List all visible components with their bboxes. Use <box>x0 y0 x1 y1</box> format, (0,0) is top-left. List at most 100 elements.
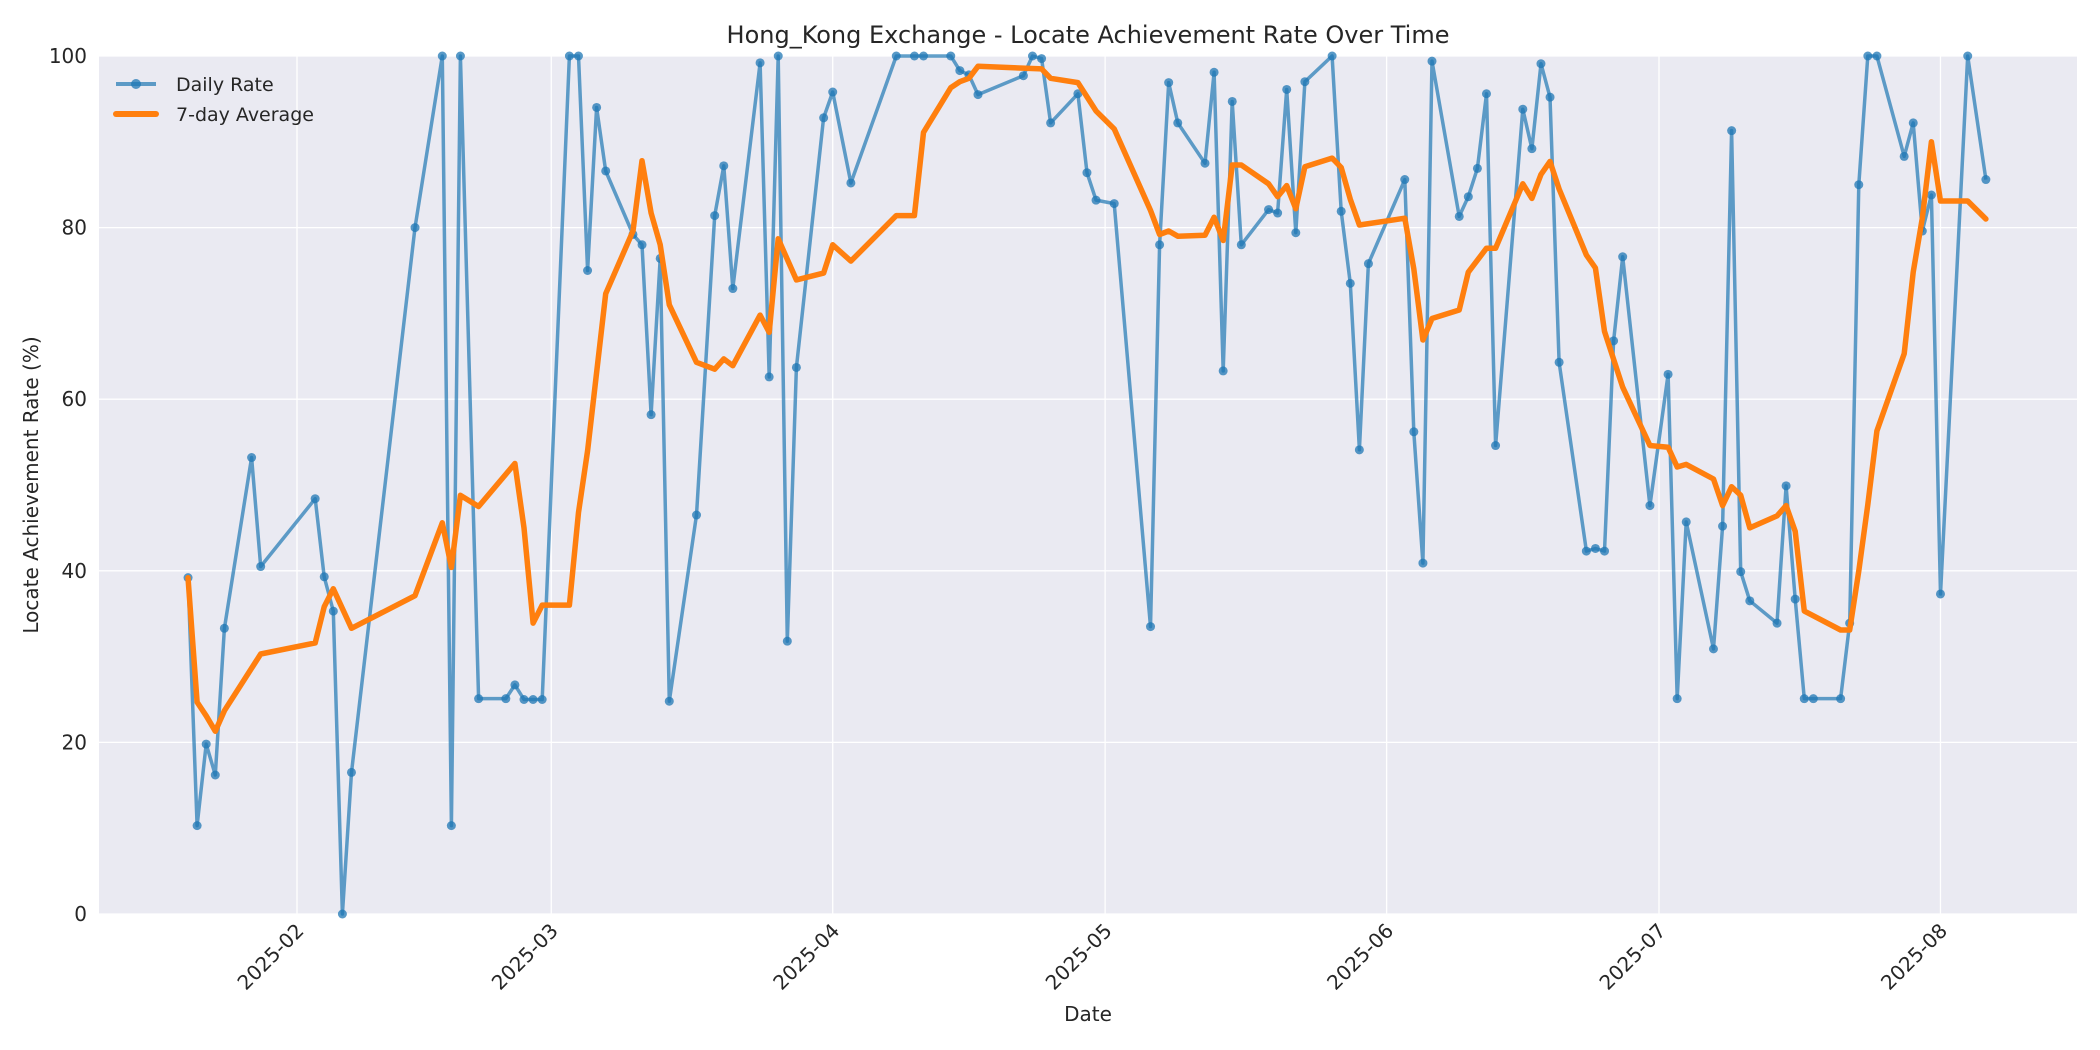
data-point <box>1173 118 1183 128</box>
data-point <box>1409 427 1419 437</box>
data-point <box>719 161 729 171</box>
data-point <box>528 695 538 704</box>
data-point <box>474 694 484 704</box>
data-point <box>319 572 329 582</box>
x-tick-label: 2025-08 <box>1876 919 1952 995</box>
data-point <box>519 695 529 704</box>
x-tick-label: 2025-07 <box>1594 919 1670 995</box>
data-point <box>1336 206 1346 216</box>
data-point <box>891 51 901 61</box>
data-point <box>1046 118 1056 128</box>
data-point <box>1663 369 1673 379</box>
data-point <box>573 51 583 61</box>
data-point <box>1708 644 1718 654</box>
data-point <box>710 211 720 221</box>
data-point <box>1463 192 1473 202</box>
data-point <box>973 90 983 100</box>
data-point <box>601 166 611 176</box>
data-point <box>1935 589 1945 599</box>
data-point <box>1527 144 1537 154</box>
data-point <box>1291 228 1301 238</box>
data-point <box>1155 240 1165 250</box>
data-point <box>1264 205 1274 215</box>
data-point <box>1590 543 1600 553</box>
data-point <box>455 51 465 61</box>
x-axis-ticks: 2025-02 2025-03 2025-04 2025-05 2025-06 2025-… <box>232 919 1952 995</box>
data-point <box>1908 118 1918 128</box>
data-point <box>256 562 266 572</box>
data-point <box>1518 104 1528 114</box>
data-point <box>692 510 702 520</box>
data-point <box>437 51 447 61</box>
data-point <box>1727 126 1737 136</box>
data-point <box>846 178 856 188</box>
data-point <box>328 606 338 616</box>
data-point <box>1018 71 1028 81</box>
data-point <box>1491 441 1501 451</box>
data-point <box>819 113 829 123</box>
data-point <box>1863 51 1873 61</box>
data-point <box>1363 259 1373 269</box>
data-point <box>1808 694 1818 704</box>
data-point <box>1146 622 1156 632</box>
data-point <box>828 87 838 97</box>
y-tick-label: 40 <box>62 559 87 583</box>
data-point <box>1899 151 1909 161</box>
data-point <box>1745 596 1755 606</box>
y-tick-label: 0 <box>74 902 87 926</box>
data-point <box>1164 78 1174 88</box>
data-point <box>1091 195 1101 205</box>
data-point <box>192 821 202 831</box>
data-point <box>646 410 656 420</box>
data-point <box>1672 694 1682 704</box>
data-point <box>1481 89 1491 99</box>
data-point <box>1209 67 1219 77</box>
data-point <box>1354 445 1364 455</box>
legend-daily-rate-label: Daily Rate <box>176 74 274 96</box>
data-point <box>592 102 602 112</box>
data-point <box>1645 501 1655 511</box>
y-axis-label: Locate Achievement Rate (%) <box>19 336 43 633</box>
data-point <box>1963 51 1973 61</box>
data-point <box>247 453 257 463</box>
data-point <box>1799 694 1809 704</box>
data-point <box>1300 77 1310 87</box>
data-point <box>1618 252 1628 262</box>
data-point <box>1581 546 1591 556</box>
seven-day-average-line <box>185 63 1989 734</box>
data-point <box>564 51 574 61</box>
legend-daily-rate-marker <box>131 79 141 89</box>
data-point <box>1545 92 1555 102</box>
data-point <box>764 372 774 382</box>
data-point <box>1854 180 1864 190</box>
data-point <box>1227 96 1237 106</box>
data-point <box>919 51 929 61</box>
data-point <box>1218 366 1228 376</box>
data-point <box>1981 175 1991 185</box>
data-point <box>1472 163 1482 173</box>
data-point <box>201 739 211 749</box>
data-point <box>510 680 520 690</box>
data-point <box>728 284 738 294</box>
data-point <box>1200 158 1210 168</box>
chart-title: Hong_Kong Exchange - Locate Achievement … <box>727 21 1450 49</box>
data-point <box>1554 357 1564 367</box>
gridlines <box>99 55 2077 915</box>
y-axis-ticks: 0 20 40 60 80 100 <box>49 44 87 926</box>
data-point <box>909 51 919 61</box>
data-point <box>1082 168 1092 178</box>
data-point <box>210 770 220 780</box>
x-tick-label: 2025-03 <box>487 919 563 995</box>
data-point <box>1872 51 1882 61</box>
data-point <box>1536 59 1546 69</box>
data-point <box>583 266 593 275</box>
data-point <box>1109 199 1119 209</box>
data-point <box>1790 594 1800 604</box>
data-point <box>537 695 547 704</box>
data-point <box>1027 51 1037 61</box>
plot-area <box>99 56 2077 914</box>
y-tick-label: 100 <box>49 44 87 68</box>
data-point <box>446 821 456 831</box>
data-point <box>1681 517 1691 527</box>
